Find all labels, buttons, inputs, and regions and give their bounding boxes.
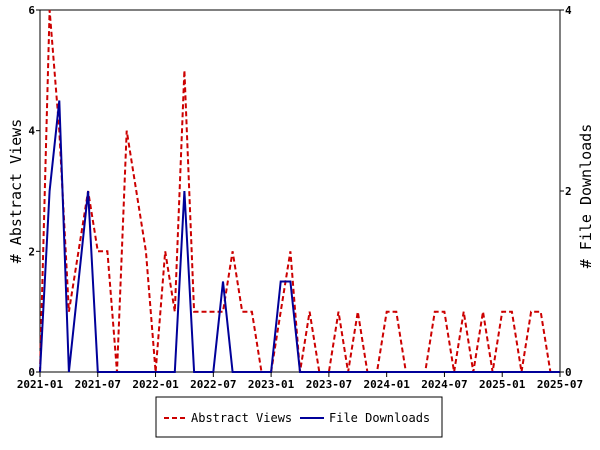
legend-label-file-downloads: File Downloads: [329, 411, 430, 425]
y-left-tick-label: 4: [28, 125, 35, 138]
x-tick-label: 2022-01: [132, 378, 179, 391]
y-right-tick-label: 4: [565, 4, 572, 17]
series-line-file-downloads: [39, 100, 560, 373]
legend-label-abstract-views: Abstract Views: [191, 411, 292, 425]
x-tick-label: 2024-07: [421, 378, 467, 391]
x-tick-label: 2025-07: [537, 378, 583, 391]
y-right-tick-label: 0: [565, 366, 572, 379]
y-axis-right-title: # File Downloads: [577, 124, 595, 269]
legend: Abstract Views File Downloads: [155, 396, 443, 438]
x-tick-label: 2023-01: [248, 378, 295, 391]
x-tick-label: 2025-01: [479, 378, 526, 391]
y-axis-left-title: # Abstract Views: [7, 119, 25, 264]
x-tick-label: 2022-07: [190, 378, 236, 391]
x-tick-label: 2024-01: [363, 378, 410, 391]
y-left-tick-label: 6: [28, 4, 35, 17]
x-tick-label: 2021-07: [75, 378, 121, 391]
y-left-tick-label: 0: [28, 366, 35, 379]
y-right-tick-label: 2: [565, 185, 572, 198]
x-tick-label: 2023-07: [306, 378, 352, 391]
ticks-layer: 2021-01 2021-07 2022-01 2022-07 2023-01 2023-…: [17, 4, 583, 391]
x-tick-label: 2021-01: [17, 378, 64, 391]
series-line-abstract-views: [39, 9, 560, 373]
legend-box: [155, 396, 443, 438]
series-layer: [39, 9, 560, 373]
y-left-tick-label: 2: [28, 245, 35, 258]
